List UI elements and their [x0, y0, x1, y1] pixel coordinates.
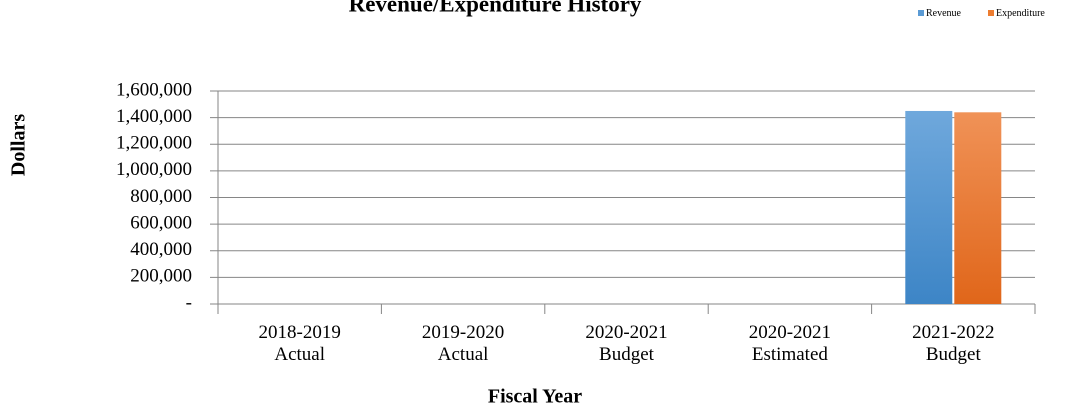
y-tick-label: 1,600,000	[116, 79, 192, 100]
y-tick-label: 200,000	[130, 266, 192, 287]
chart-title: Revenue/Expenditure History	[349, 0, 642, 16]
legend-label: Revenue	[926, 8, 962, 19]
y-tick-label: 1,200,000	[116, 133, 192, 154]
x-tick-label: 2021-2022 Budget	[912, 322, 994, 365]
bar	[905, 110, 953, 304]
legend-swatch	[918, 10, 924, 16]
y-axis-title: Dollars	[8, 114, 30, 176]
y-tick-label: 600,000	[130, 212, 192, 233]
x-tick-label: 2020-2021 Budget	[585, 322, 667, 365]
y-tick-label: 1,400,000	[116, 106, 192, 127]
x-tick-label: 2020-2021 Estimated	[749, 322, 831, 365]
bar	[954, 112, 1002, 304]
y-tick-label: 400,000	[130, 239, 192, 260]
y-tick-label: 1,000,000	[116, 159, 192, 180]
legend-swatch	[988, 10, 994, 16]
y-tick-label: -	[186, 292, 192, 313]
x-tick-label: 2018-2019 Actual	[259, 322, 341, 365]
y-tick-label: 800,000	[130, 186, 192, 207]
x-axis-title: Fiscal Year	[488, 386, 582, 408]
legend-label: Expenditure	[996, 8, 1045, 19]
x-tick-label: 2019-2020 Actual	[422, 322, 504, 365]
